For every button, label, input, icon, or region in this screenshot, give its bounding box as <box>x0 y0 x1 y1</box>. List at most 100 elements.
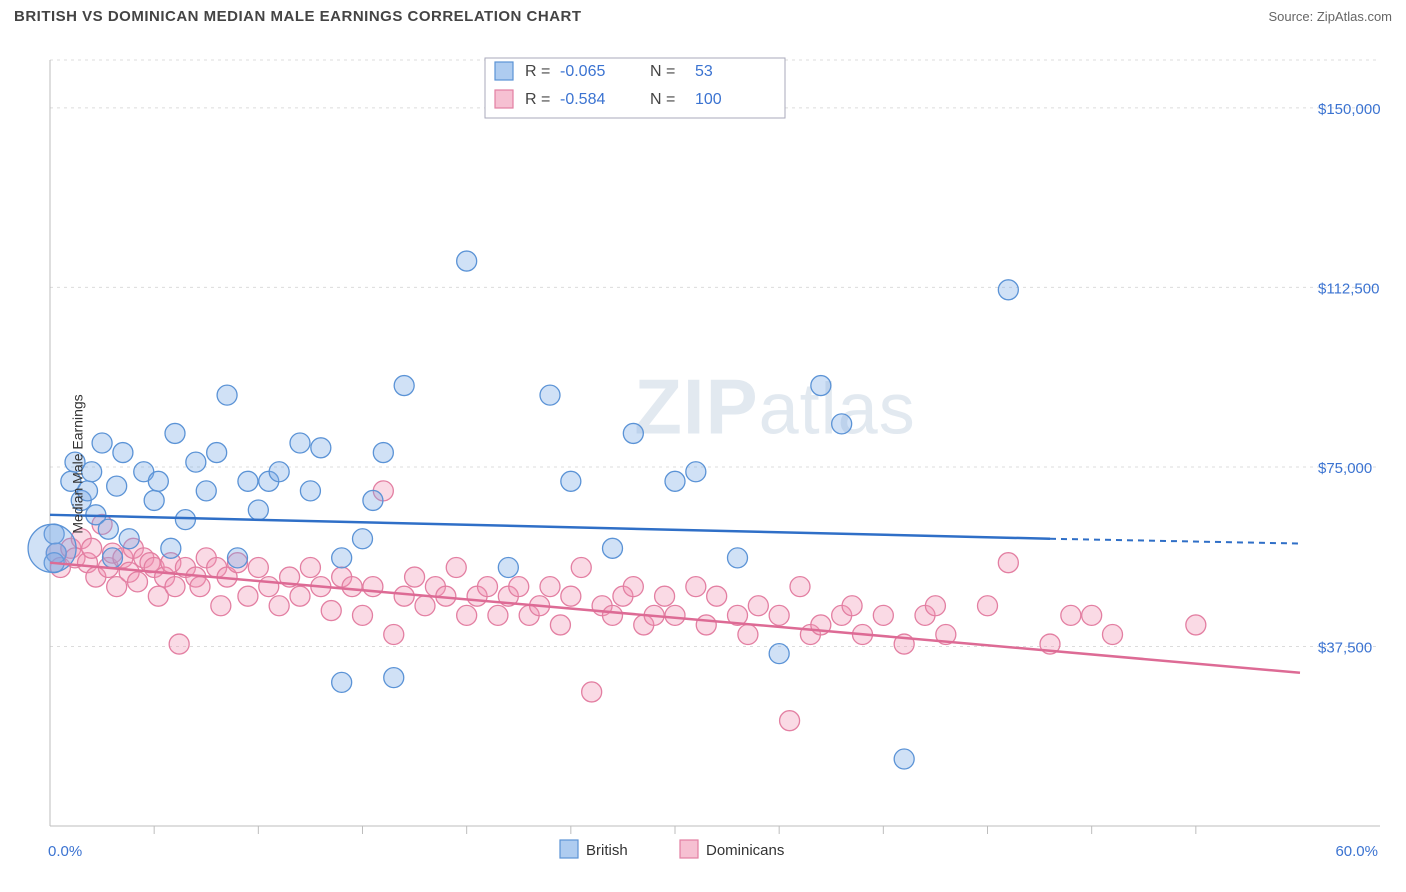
data-point <box>119 529 139 549</box>
data-point <box>623 577 643 597</box>
data-point <box>98 519 118 539</box>
scatter-chart: $37,500$75,000$112,500$150,0000.0%60.0%Z… <box>0 36 1406 892</box>
legend-n-value: 53 <box>695 63 713 80</box>
data-point <box>82 538 102 558</box>
data-point <box>353 529 373 549</box>
y-axis-label: Median Male Earnings <box>70 394 86 533</box>
data-point <box>405 567 425 587</box>
data-point <box>842 596 862 616</box>
data-point <box>363 577 383 597</box>
data-point <box>190 577 210 597</box>
series-legend: BritishDominicans <box>560 840 784 859</box>
source-label: Source: ZipAtlas.com <box>1268 9 1392 24</box>
trend-line-british-ext <box>1050 539 1300 544</box>
x-tick-label: 60.0% <box>1335 843 1378 860</box>
data-point <box>894 749 914 769</box>
data-point <box>582 682 602 702</box>
data-point <box>603 538 623 558</box>
legend-r-label: R = <box>525 91 550 108</box>
data-point <box>925 596 945 616</box>
data-point <box>384 668 404 688</box>
data-point <box>978 596 998 616</box>
data-point <box>238 586 258 606</box>
y-tick-label: $75,000 <box>1318 460 1372 477</box>
data-point <box>384 625 404 645</box>
data-point <box>207 443 227 463</box>
data-point <box>128 572 148 592</box>
data-point <box>728 548 748 568</box>
y-tick-label: $37,500 <box>1318 639 1372 656</box>
chart-area: Median Male Earnings $37,500 $75,000 $112,… <box>0 36 1406 892</box>
legend-swatch <box>560 840 578 858</box>
data-point <box>561 471 581 491</box>
data-point <box>571 557 591 577</box>
data-point <box>363 490 383 510</box>
data-point <box>457 251 477 271</box>
data-point <box>332 672 352 692</box>
data-point <box>148 471 168 491</box>
data-point <box>103 548 123 568</box>
data-point <box>998 553 1018 573</box>
data-point <box>290 433 310 453</box>
data-point <box>228 548 248 568</box>
data-point <box>478 577 498 597</box>
data-point <box>186 452 206 472</box>
data-point <box>144 490 164 510</box>
legend-swatch <box>495 62 513 80</box>
data-point <box>540 577 560 597</box>
data-point <box>175 510 195 530</box>
legend-r-label: R = <box>525 63 550 80</box>
data-point <box>1082 605 1102 625</box>
data-point <box>550 615 570 635</box>
data-point <box>748 596 768 616</box>
data-point <box>769 605 789 625</box>
data-point <box>353 605 373 625</box>
data-point <box>165 577 185 597</box>
data-point <box>780 711 800 731</box>
data-point <box>665 471 685 491</box>
data-point <box>509 577 529 597</box>
legend-label: Dominicans <box>706 842 784 859</box>
legend-r-value: -0.584 <box>560 91 605 108</box>
trend-line-british <box>50 515 1050 539</box>
data-point <box>665 605 685 625</box>
legend-n-value: 100 <box>695 91 722 108</box>
data-point <box>300 481 320 501</box>
data-point <box>769 644 789 664</box>
data-point <box>998 280 1018 300</box>
legend-swatch <box>680 840 698 858</box>
data-point <box>169 634 189 654</box>
trend-line-dominicans <box>50 563 1300 673</box>
data-point <box>373 443 393 463</box>
data-point <box>790 577 810 597</box>
data-point <box>1061 605 1081 625</box>
data-point <box>873 605 893 625</box>
data-point <box>394 586 414 606</box>
data-point <box>488 605 508 625</box>
legend-n-label: N = <box>650 63 675 80</box>
y-tick-label: $112,500 <box>1318 280 1379 297</box>
data-point <box>686 577 706 597</box>
data-point <box>269 596 289 616</box>
data-point <box>161 538 181 558</box>
data-point <box>248 500 268 520</box>
data-point <box>321 601 341 621</box>
x-tick-label: 0.0% <box>48 843 82 860</box>
data-point <box>211 596 231 616</box>
data-point <box>446 557 466 577</box>
legend-n-label: N = <box>650 91 675 108</box>
data-point <box>623 423 643 443</box>
data-point <box>686 462 706 482</box>
data-point <box>696 615 716 635</box>
data-point <box>238 471 258 491</box>
data-point <box>342 577 362 597</box>
data-point <box>311 438 331 458</box>
data-point <box>107 476 127 496</box>
data-point <box>457 605 477 625</box>
data-point <box>290 586 310 606</box>
data-point <box>1186 615 1206 635</box>
legend-swatch <box>495 90 513 108</box>
data-point <box>415 596 435 616</box>
data-point <box>655 586 675 606</box>
data-point <box>217 385 237 405</box>
